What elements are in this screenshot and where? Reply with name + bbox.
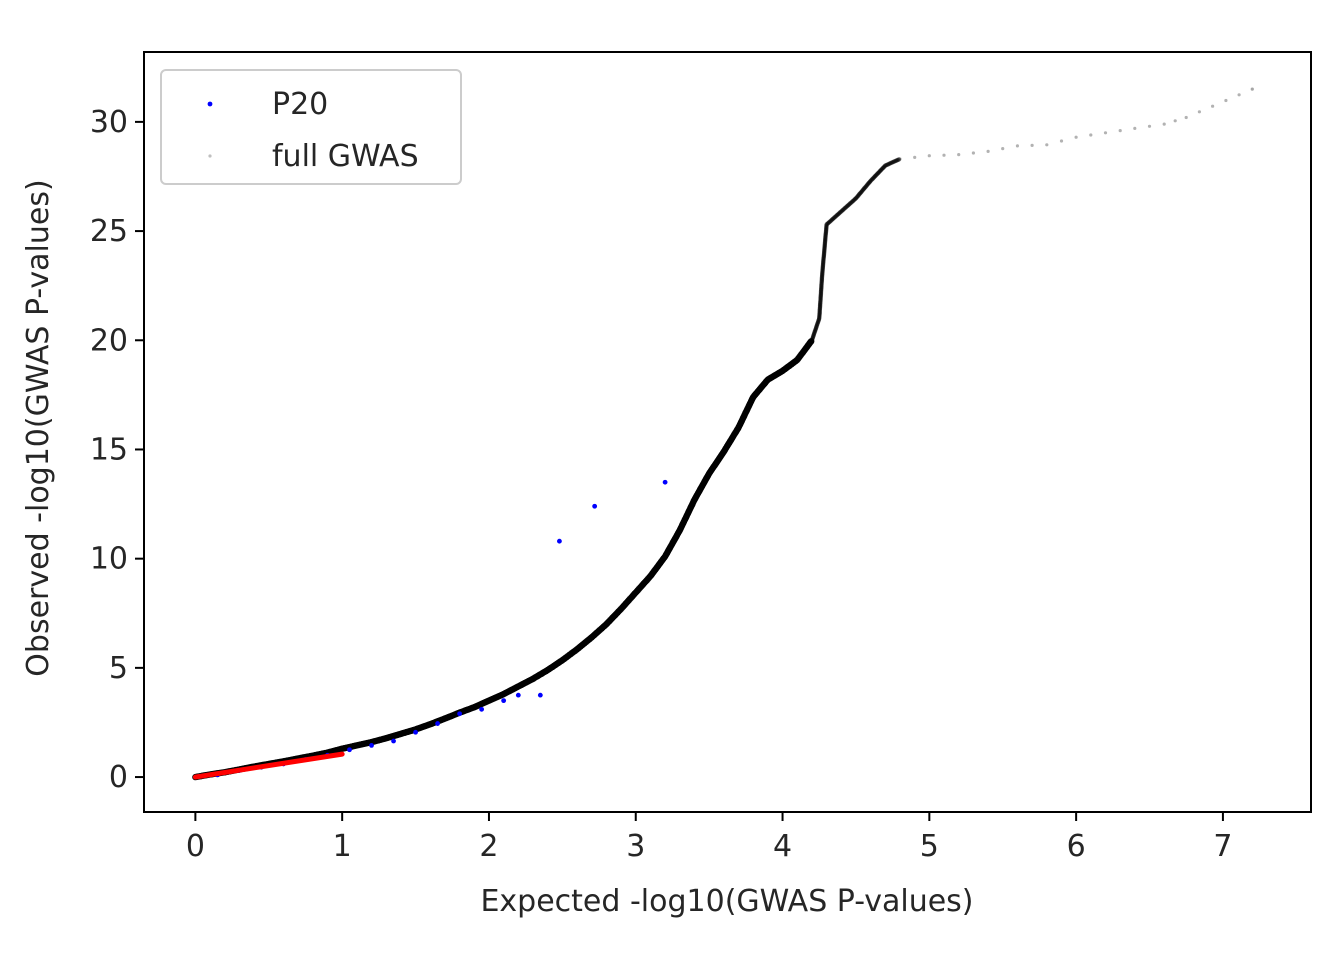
full-gwas-point [971,151,976,155]
p20-point [501,698,507,704]
p20-point [435,721,440,726]
full-gwas-point [1103,131,1108,135]
x-tick-label: 3 [626,829,645,864]
p20-point [413,729,418,735]
x-tick-label: 0 [186,829,205,864]
y-tick-label: 0 [109,760,128,795]
y-tick-label: 10 [90,542,128,577]
full-gwas-point [1147,124,1152,128]
full-gwas-point [1059,139,1064,143]
x-tick-label: 2 [479,829,498,864]
full-gwas-point [1173,119,1177,123]
full-gwas-point [896,157,902,162]
p20-point [347,747,352,753]
full-gwas-point [1237,93,1241,97]
x-tick-label: 7 [1213,829,1232,864]
y-tick-label: 15 [90,432,128,467]
full-gwas-point [1045,143,1049,147]
full-gwas-point [1001,147,1005,151]
x-tick-label: 6 [1067,829,1086,864]
full-gwas-point [1184,115,1188,120]
p20-point [557,538,562,544]
y-tick-label: 30 [90,105,128,140]
p20-point [369,742,374,748]
legend-marker-p20 [207,101,213,107]
x-tick-label: 1 [333,829,352,864]
p20-point [537,692,543,698]
full-gwas-point [927,154,931,158]
y-tick-label: 25 [90,214,128,249]
plot-frame [143,51,1312,813]
x-axis-ticks: 0 1 2 3 4 5 6 7 [186,812,1232,864]
p20-point [515,692,521,698]
full-gwas-point [1211,104,1215,108]
y-tick-label: 20 [90,323,128,358]
full-gwas-point [986,149,990,153]
p20-point [662,479,668,485]
full-gwas-point [942,153,946,157]
legend-label-full-gwas: full GWAS [272,139,419,174]
legend: P20 full GWAS [160,69,462,185]
p20-point [479,706,485,712]
legend-marker-full-gwas [208,154,212,158]
plot-marks [192,87,1254,781]
p20-point [391,738,396,744]
series-full-gwas [192,87,1254,781]
x-tick-label: 4 [773,829,792,864]
full-gwas-point [1162,122,1166,126]
full-gwas-point [1118,129,1122,133]
p20-point [457,711,463,717]
y-axis-ticks: 0 5 10 15 20 25 30 [90,105,144,795]
full-gwas-point [1015,144,1020,148]
full-gwas-point [957,153,961,157]
null-diagonal-line [192,751,345,780]
full-gwas-point [1074,135,1078,139]
full-gwas-point [1133,126,1137,130]
full-gwas-point [1224,98,1228,103]
full-gwas-point [1089,133,1093,137]
x-axis-title: Expected -log10(GWAS P-values) [480,884,973,919]
full-gwas-point [1250,87,1254,91]
p20-point [592,503,598,509]
full-gwas-point [898,157,902,161]
full-gwas-point [1030,143,1034,147]
y-axis-title: Observed -log10(GWAS P-values) [21,179,56,676]
legend-box [160,69,462,185]
y-tick-label: 5 [109,651,128,686]
legend-label-p20: P20 [272,87,328,122]
full-gwas-point [1197,110,1201,114]
x-tick-label: 5 [920,829,939,864]
full-gwas-point [913,155,917,159]
